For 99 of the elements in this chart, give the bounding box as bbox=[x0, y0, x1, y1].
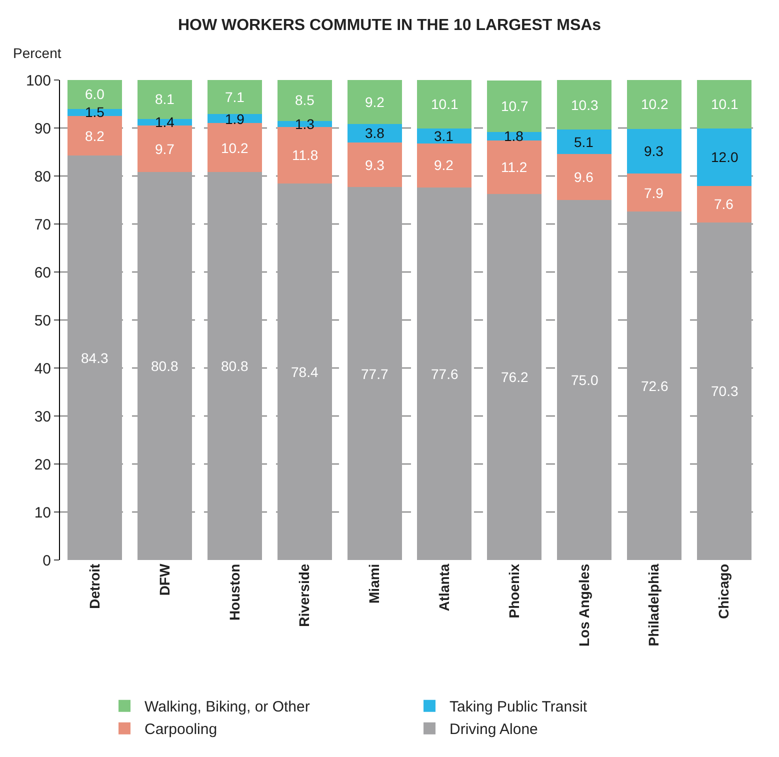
data-label: 1.5 bbox=[85, 104, 105, 120]
y-tick-label: 100 bbox=[26, 72, 51, 90]
bar bbox=[556, 129, 612, 154]
data-label: 10.1 bbox=[431, 96, 458, 112]
bar bbox=[138, 80, 192, 119]
data-label: 78.4 bbox=[291, 364, 318, 380]
data-label: 11.2 bbox=[501, 159, 528, 175]
data-label: 72.6 bbox=[641, 378, 668, 394]
bar bbox=[696, 80, 752, 128]
bar bbox=[417, 188, 472, 560]
data-label: 70.3 bbox=[711, 383, 738, 399]
bar bbox=[347, 80, 402, 124]
data-label: 77.7 bbox=[361, 366, 388, 382]
bar bbox=[138, 172, 192, 560]
data-label: 9.2 bbox=[434, 157, 454, 173]
data-label: 10.7 bbox=[501, 98, 528, 114]
data-label: 8.5 bbox=[295, 92, 315, 108]
x-tick-label: Houston bbox=[226, 564, 242, 621]
legend-label: Taking Public Transit bbox=[450, 698, 588, 716]
data-label: 11.8 bbox=[292, 147, 318, 163]
bar bbox=[207, 123, 262, 172]
data-label: 9.2 bbox=[365, 94, 385, 110]
bar bbox=[347, 124, 402, 142]
bar bbox=[556, 154, 612, 200]
data-label: 10.2 bbox=[221, 140, 248, 156]
data-label: 76.2 bbox=[501, 369, 528, 385]
y-tick-label: 60 bbox=[34, 264, 51, 282]
data-label: 77.6 bbox=[431, 366, 458, 382]
bar bbox=[417, 80, 472, 128]
x-tick-label: Riverside bbox=[296, 564, 312, 627]
bar bbox=[138, 126, 192, 172]
data-label: 7.9 bbox=[644, 185, 664, 201]
bar bbox=[487, 194, 542, 560]
bar bbox=[696, 186, 752, 223]
bar bbox=[556, 200, 612, 560]
x-tick-label: Detroit bbox=[86, 563, 102, 609]
y-axis-title: Percent bbox=[13, 45, 62, 61]
data-label: 10.3 bbox=[571, 97, 598, 113]
data-label: 1.9 bbox=[225, 111, 245, 127]
data-label: 80.8 bbox=[151, 358, 178, 374]
bar bbox=[487, 80, 542, 132]
data-label: 3.1 bbox=[434, 128, 454, 144]
bar bbox=[417, 128, 472, 144]
x-tick-label: Los Angeles bbox=[576, 564, 592, 647]
y-tick-label: 0 bbox=[42, 552, 51, 570]
bar bbox=[68, 116, 122, 156]
x-tick-label: Philadelphia bbox=[646, 564, 662, 646]
x-tick-label: Miami bbox=[366, 564, 382, 604]
data-label: 6.0 bbox=[85, 86, 105, 102]
legend-label: Walking, Biking, or Other bbox=[144, 698, 310, 716]
y-tick-label: 70 bbox=[34, 216, 51, 234]
y-tick-label: 20 bbox=[34, 456, 51, 474]
x-tick-label: DFW bbox=[156, 563, 172, 596]
bar bbox=[696, 222, 752, 560]
data-label: 9.3 bbox=[365, 157, 385, 173]
data-label: 9.6 bbox=[574, 169, 594, 185]
data-label: 9.7 bbox=[155, 141, 175, 157]
data-label: 12.0 bbox=[711, 149, 738, 165]
bar bbox=[696, 128, 752, 186]
data-label: 1.8 bbox=[504, 128, 524, 144]
data-label: 10.1 bbox=[711, 96, 738, 112]
data-label: 75.0 bbox=[571, 372, 598, 388]
x-tick-label: Chicago bbox=[716, 564, 732, 620]
data-label: 8.2 bbox=[85, 128, 105, 144]
data-label: 84.3 bbox=[81, 350, 108, 366]
bar bbox=[556, 80, 612, 130]
bar bbox=[68, 80, 122, 109]
bar bbox=[207, 80, 262, 114]
y-tick-label: 10 bbox=[34, 504, 51, 522]
data-label: 7.6 bbox=[714, 196, 734, 212]
data-label: 5.1 bbox=[574, 134, 594, 150]
y-tick-label: 90 bbox=[34, 120, 51, 138]
x-tick-label: Atlanta bbox=[436, 564, 452, 612]
bar bbox=[626, 80, 682, 129]
data-label: 8.1 bbox=[155, 91, 175, 107]
y-tick-label: 50 bbox=[34, 312, 51, 330]
bar bbox=[626, 212, 682, 560]
chart-title: HOW WORKERS COMMUTE IN THE 10 LARGEST MSAs bbox=[178, 17, 602, 34]
bar bbox=[347, 187, 402, 560]
bar bbox=[277, 80, 332, 121]
data-label: 80.8 bbox=[221, 358, 248, 374]
y-tick-label: 30 bbox=[34, 408, 51, 426]
y-tick-label: 80 bbox=[34, 168, 51, 186]
data-label: 3.8 bbox=[365, 125, 385, 141]
x-tick-label: Phoenix bbox=[506, 564, 522, 618]
bar bbox=[68, 155, 122, 560]
bar bbox=[417, 143, 472, 188]
bar bbox=[626, 174, 682, 212]
data-label: 7.1 bbox=[225, 89, 245, 105]
bar bbox=[207, 172, 262, 560]
data-label: 10.2 bbox=[641, 96, 668, 112]
y-tick-label: 40 bbox=[34, 360, 51, 378]
bar bbox=[487, 140, 542, 194]
legend-label: Carpooling bbox=[144, 721, 218, 738]
bar bbox=[347, 142, 402, 188]
bar bbox=[626, 128, 682, 174]
legend-label: Driving Alone bbox=[450, 721, 538, 738]
data-label: 9.3 bbox=[644, 143, 664, 159]
bar bbox=[277, 184, 332, 560]
